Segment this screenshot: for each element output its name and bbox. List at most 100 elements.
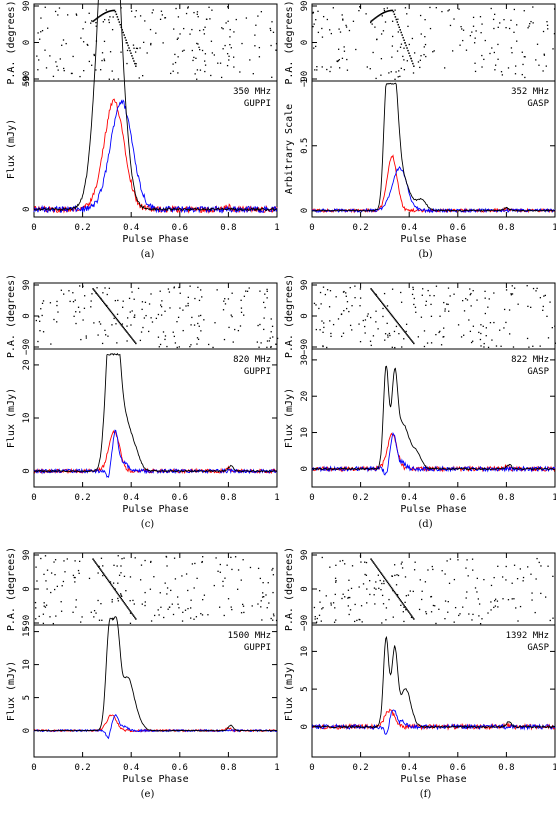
pa-point — [354, 297, 356, 299]
pa-point — [93, 609, 96, 612]
x-tick-label: 0.6 — [450, 493, 466, 503]
pa-point — [372, 19, 374, 21]
pa-point — [510, 293, 512, 295]
pa-point — [491, 339, 493, 341]
pa-point — [409, 337, 411, 340]
pa-point — [96, 287, 98, 289]
pa-point — [448, 9, 450, 11]
pa-point — [330, 335, 332, 338]
pa-point — [370, 316, 372, 319]
pa-point — [480, 332, 482, 335]
pa-point — [260, 342, 262, 344]
pa-point — [95, 562, 97, 564]
panel-caption: (f) — [420, 789, 432, 800]
pa-point — [413, 569, 416, 571]
pa-point — [82, 319, 84, 321]
pa-point — [430, 342, 433, 344]
pa-point — [493, 292, 495, 294]
pa-point — [105, 334, 107, 336]
pa-point — [109, 582, 112, 585]
pa-point — [335, 580, 337, 582]
pa-point — [229, 36, 231, 38]
pa-point — [99, 296, 101, 299]
pa-point — [196, 78, 198, 80]
pa-point — [390, 71, 392, 73]
pa-point — [385, 580, 388, 582]
pa-point — [375, 581, 377, 583]
pa-point — [530, 306, 532, 309]
pa-point — [198, 46, 200, 49]
pa-point — [469, 294, 471, 296]
profile-frame — [33, 80, 278, 218]
pa-point — [128, 608, 130, 611]
pa-point — [45, 604, 48, 606]
panel-caption: (b) — [418, 249, 432, 260]
pa-point — [217, 62, 219, 64]
pa-point — [347, 597, 349, 599]
pa-point — [338, 67, 341, 69]
x-tick-label: 0.4 — [401, 763, 417, 773]
pa-point — [111, 28, 114, 31]
pa-point — [230, 556, 232, 559]
pa-point — [105, 11, 108, 14]
pa-point — [473, 42, 476, 44]
pa-point — [144, 601, 146, 603]
pa-point — [493, 51, 495, 54]
pa-axis-label: P.A. (degrees) — [6, 274, 17, 358]
circular-polarization-curve — [311, 709, 556, 735]
pa-point — [382, 603, 385, 605]
pa-point — [372, 561, 374, 563]
pa-point — [61, 44, 63, 46]
pa-point — [224, 44, 226, 47]
pa-point — [407, 610, 409, 612]
pa-point — [382, 315, 384, 318]
pa-point — [129, 49, 131, 52]
pa-point — [383, 580, 385, 582]
pa-point — [547, 337, 550, 339]
pa-point — [198, 315, 200, 317]
pa-point — [396, 50, 399, 52]
pa-point — [187, 305, 189, 307]
pa-point — [461, 28, 463, 30]
pa-point — [349, 609, 352, 611]
pa-point — [513, 31, 515, 33]
pa-point — [40, 308, 42, 310]
pa-point — [49, 55, 51, 57]
pa-point — [383, 292, 386, 295]
pa-point — [449, 24, 452, 27]
pa-point — [376, 38, 378, 41]
pa-point — [527, 566, 529, 568]
pa-point — [121, 323, 124, 325]
pa-point — [272, 574, 275, 576]
pa-point — [349, 596, 351, 599]
pa-point — [263, 328, 265, 331]
pa-point — [370, 344, 372, 347]
pa-point — [129, 576, 132, 578]
pa-point — [470, 305, 472, 307]
x-tick-label: 0.8 — [220, 223, 236, 233]
pa-point — [160, 10, 163, 12]
pa-point — [443, 327, 445, 329]
pa-point — [360, 605, 363, 607]
pa-point — [231, 568, 233, 571]
pa-point — [472, 613, 474, 616]
x-tick-label: 0.6 — [172, 493, 188, 503]
pa-point — [110, 311, 113, 314]
pa-point — [249, 566, 252, 569]
linear-polarization-curve — [311, 432, 556, 473]
pa-point — [68, 290, 70, 292]
pa-point — [460, 25, 462, 28]
pa-point — [339, 31, 342, 33]
pa-point — [142, 326, 144, 329]
pa-point — [383, 9, 386, 12]
pa-point — [35, 566, 37, 568]
y-tick-label: 15 — [22, 626, 32, 637]
pa-point — [399, 599, 401, 601]
pa-point — [83, 307, 86, 309]
pa-point — [435, 285, 438, 287]
pa-point — [200, 314, 202, 317]
pa-point — [132, 614, 134, 616]
pa-axis-label: P.A. (degrees) — [284, 274, 295, 358]
pa-point — [387, 10, 390, 12]
